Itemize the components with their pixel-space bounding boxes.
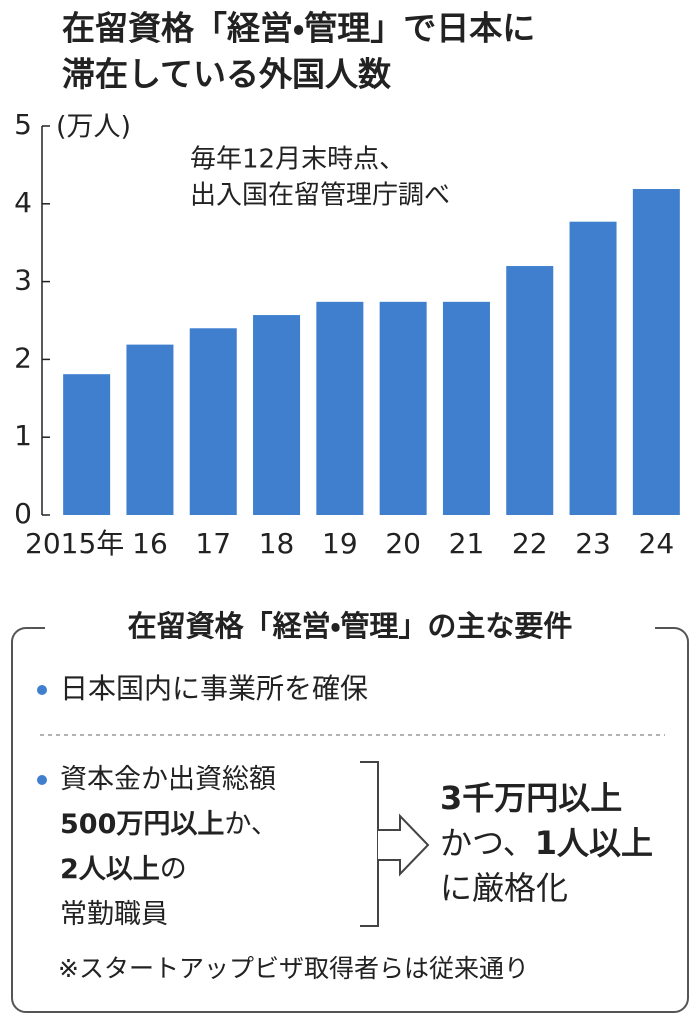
arrow [378,813,430,877]
text-part: に厳格化 [440,869,568,907]
bar [126,344,174,515]
text-part: 資本金か出資総額 [60,764,276,795]
bar [569,221,617,515]
requirement-item: 日本国内に事業所を確保 [60,672,368,705]
chart-title: 在留資格「経営・管理」で日本に [62,9,535,48]
chart-title: 滞在している外国人数 [62,55,391,94]
x-tick-label: 21 [449,527,485,560]
x-tick-label: 18 [259,527,295,560]
y-axis-unit: (万人) [56,112,131,143]
x-tick-label: 24 [639,527,675,560]
bar [442,301,490,515]
bar [63,374,111,515]
bar [632,189,680,515]
requirement-line: に厳格化 [440,869,568,907]
text-part: 常勤職員 [60,899,168,930]
requirement-line: 資本金か出資総額 [60,764,276,795]
box-title: 在留資格「経営・管理」の主な要件 [128,609,573,643]
footnote: ※スタートアップビザ取得者らは従来通り [58,954,529,983]
requirement-line: 2人以上の [60,854,187,885]
text-part: 500万円以上 [60,809,224,840]
requirement-line: かつ、1人以上 [440,824,653,862]
y-tick-label: 4 [14,186,32,219]
chart-note: 出入国在留管理庁調べ [190,181,450,211]
bar [316,301,364,515]
bar [379,301,427,515]
bullet [37,685,47,695]
bar [506,266,554,515]
x-tick-label: 22 [512,527,548,560]
x-tick-label: 20 [385,527,421,560]
y-tick-label: 3 [14,264,32,297]
text-part: 1人以上 [535,824,653,862]
requirement-line: 常勤職員 [60,899,168,930]
bar [189,328,237,515]
x-tick-label: 2015年 [25,527,124,560]
bar [253,315,301,515]
requirement-line: 500万円以上か、 [60,809,278,840]
text-part: か、 [224,809,277,840]
x-tick-label: 19 [322,527,358,560]
x-tick-label: 16 [132,527,168,560]
bracket [360,761,379,927]
text-part: かつ、 [440,824,535,862]
y-tick-label: 5 [14,108,32,141]
text-part: 2人以上 [60,854,160,885]
text-part: 3千万円以上 [440,779,622,817]
requirement-line: 3千万円以上 [440,779,622,817]
y-tick-label: 2 [14,341,32,374]
bullet [37,775,47,785]
y-tick-label: 1 [14,419,32,452]
text-part: の [160,854,187,885]
x-tick-label: 23 [575,527,611,560]
title-backdrop [45,610,655,646]
x-tick-label: 17 [195,527,231,560]
y-tick-label: 0 [14,497,32,530]
chart-note: 毎年12月末時点、 [190,145,405,175]
